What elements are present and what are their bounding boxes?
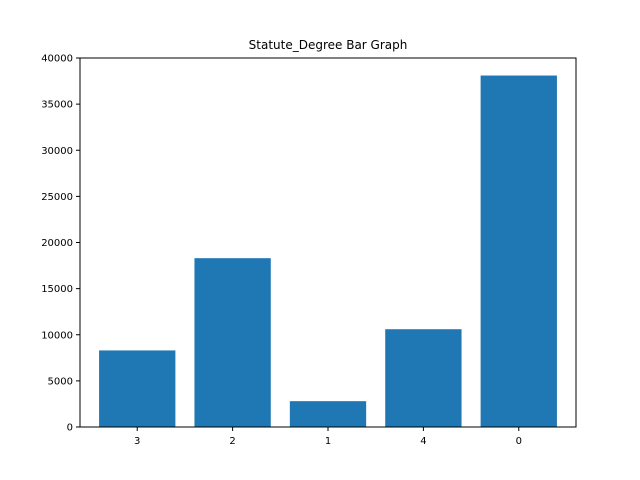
x-tick-label: 1	[325, 436, 331, 447]
y-tick-label: 20000	[41, 238, 73, 249]
plot-frame	[79, 57, 577, 428]
x-axis: 3 2 1 4 0	[134, 427, 522, 447]
x-tick-label: 4	[420, 436, 426, 447]
y-tick-label: 35000	[41, 100, 73, 111]
bar-0	[480, 75, 557, 427]
y-tick-label: 40000	[41, 54, 73, 65]
chart-title: Statute_Degree Bar Graph	[249, 38, 408, 52]
bar-2	[194, 258, 271, 427]
y-tick-label: 0	[67, 423, 73, 434]
y-tick-label: 10000	[41, 330, 73, 341]
bars-group	[99, 75, 557, 427]
x-tick-label: 2	[229, 436, 235, 447]
x-tick-label: 3	[134, 436, 140, 447]
y-tick-label: 30000	[41, 146, 73, 157]
bar-1	[289, 401, 367, 427]
bar-4	[385, 329, 462, 427]
y-tick-label: 5000	[48, 376, 73, 387]
x-tick-label: 0	[516, 436, 522, 447]
y-axis: 0 5000 10000 15000 20000 25000 30000 35000 40000	[41, 54, 80, 434]
y-tick-label: 15000	[41, 284, 73, 295]
bar-3	[99, 350, 176, 427]
y-tick-label: 25000	[41, 192, 73, 203]
